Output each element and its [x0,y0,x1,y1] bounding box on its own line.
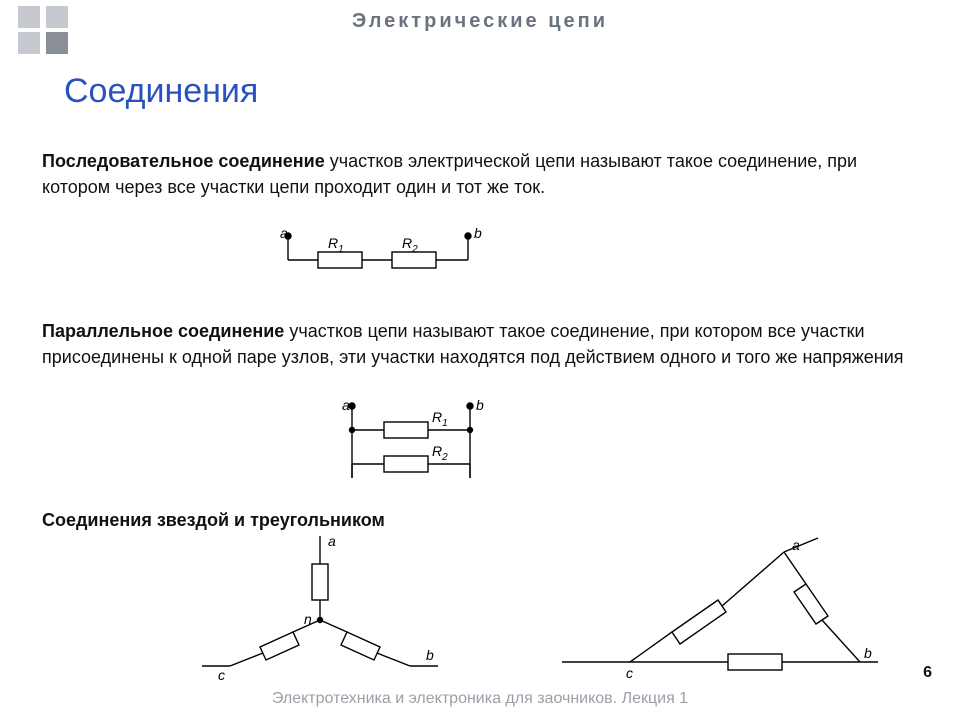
serial-paragraph: Последовательное соединение участков эле… [42,148,922,200]
decor-square [46,32,68,54]
star-diagram: a n b c [200,534,440,684]
node-b-label: b [476,400,484,413]
star-delta-heading: Соединения звездой и треугольником [42,510,385,531]
r1-label: R1 [432,409,448,429]
node-a-label: a [280,228,288,241]
serial-diagram: a b R1 R2 [270,228,490,284]
star-a: a [328,534,336,549]
r2-label: R2 [432,443,448,463]
parallel-paragraph: Параллельное соединение участков цепи на… [42,318,922,370]
parallel-diagram: a b R1 R2 [330,400,500,490]
node-a-label: a [342,400,350,413]
star-c: c [218,667,225,683]
page-number: 6 [923,664,932,682]
parallel-term: Параллельное соединение [42,321,284,341]
star-n: n [304,611,312,627]
page-title: Соединения [64,72,258,111]
delta-a: a [792,537,800,553]
decor-square [18,32,40,54]
delta-diagram: a b c [560,534,880,684]
delta-c: c [626,665,633,681]
node-b-label: b [474,228,482,241]
footer-text: Электротехника и электроника для заочник… [0,690,960,708]
star-b: b [426,647,434,663]
delta-b: b [864,645,872,661]
slide-header: Электрические цепи [0,10,960,33]
serial-term: Последовательное соединение [42,151,325,171]
